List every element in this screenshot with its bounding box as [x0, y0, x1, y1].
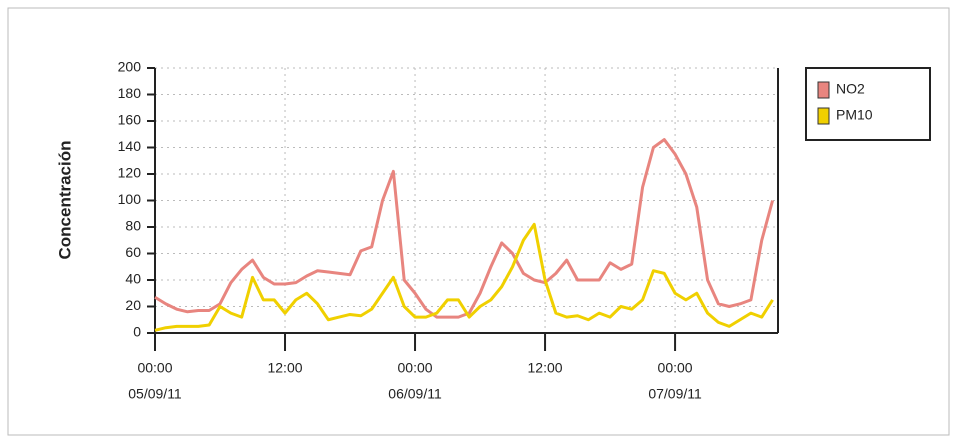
series-line — [154, 138, 775, 319]
x-tick-date: 06/09/11 — [388, 386, 442, 402]
x-tick-label: 00:00 — [137, 360, 172, 376]
x-tick-label: 12:00 — [528, 360, 563, 376]
y-tick-label: 200 — [118, 59, 142, 75]
x-tick-label: 00:00 — [398, 360, 433, 376]
legend-swatch — [817, 81, 830, 99]
y-axis-label: Concentración — [55, 140, 74, 259]
legend-label: NO2 — [836, 81, 865, 97]
y-tick-label: 0 — [133, 324, 141, 340]
x-tick-label: 00:00 — [658, 360, 693, 376]
y-tick-label: 40 — [125, 271, 141, 287]
x-tick-label: 12:00 — [267, 360, 302, 376]
y-tick-label: 80 — [125, 218, 141, 234]
x-tick-date: 07/09/11 — [648, 386, 702, 402]
y-tick-label: 60 — [125, 244, 141, 260]
y-tick-label: 100 — [118, 191, 142, 207]
legend-box — [805, 67, 931, 141]
series-line — [154, 222, 774, 332]
x-tick-date: 05/09/11 — [128, 386, 182, 402]
y-tick-label: 120 — [118, 165, 142, 181]
y-tick-label: 20 — [125, 297, 141, 313]
y-tick-label: 160 — [118, 112, 142, 128]
y-tick-label: 140 — [118, 138, 142, 154]
y-tick-label: 180 — [118, 85, 142, 101]
legend-swatch — [817, 107, 830, 125]
legend-label: PM10 — [836, 107, 873, 123]
panel-border — [7, 7, 950, 436]
